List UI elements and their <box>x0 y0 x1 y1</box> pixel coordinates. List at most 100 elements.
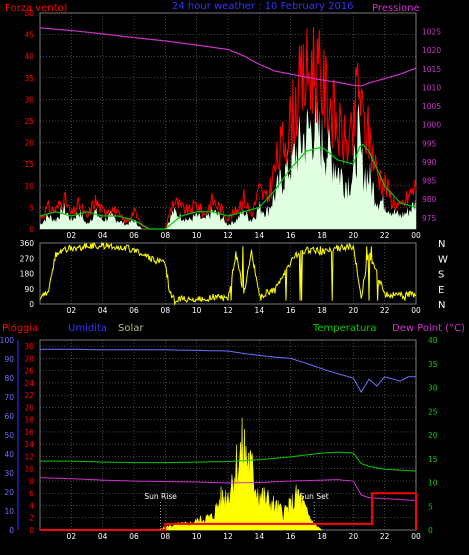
x-tick-label: 22 <box>380 231 390 240</box>
compass-label: E <box>438 285 444 296</box>
x-tick-label: 04 <box>98 306 108 315</box>
pressure-tick-label: 1005 <box>422 102 441 111</box>
compass-label: S <box>438 270 444 281</box>
wind-gust-line <box>39 26 417 230</box>
temperature-tick-label: 5 <box>428 502 433 511</box>
x-tick-label: 02 <box>67 231 77 240</box>
wind-tick-label: 15 <box>24 160 34 169</box>
direction-tick-label: 360 <box>20 239 35 248</box>
temperature-tick-label: 25 <box>428 407 438 416</box>
wind-tick-label: 0 <box>29 225 34 234</box>
pressure-tick-label: 1010 <box>422 83 441 92</box>
humidity-tick-label: 20 <box>24 403 34 412</box>
x-tick-label: 04 <box>98 231 108 240</box>
direction-tick-label: 180 <box>20 270 35 279</box>
rain-tick-label: 30 <box>4 469 14 478</box>
temperature-tick-label: 40 <box>428 336 438 345</box>
x-tick-label: 14 <box>255 306 265 315</box>
pressure-tick-label: 1025 <box>422 28 441 37</box>
x-tick-label: 06 <box>129 306 139 315</box>
x-tick-label: 00 <box>411 231 421 240</box>
dewpoint-line <box>40 477 417 502</box>
x-tick-label: 10 <box>192 231 202 240</box>
direction-tick-label: 0 <box>29 300 34 309</box>
x-tick-label: 06 <box>129 532 139 541</box>
x-tick-label: 20 <box>349 306 359 315</box>
x-tick-label: 20 <box>349 231 359 240</box>
temperature-tick-label: 0 <box>428 526 433 535</box>
wind-speed-area <box>40 94 416 229</box>
sunset-label: Sun Set <box>300 492 329 501</box>
rain-tick-label: 60 <box>4 412 14 421</box>
x-tick-label: 08 <box>161 231 171 240</box>
x-tick-label: 18 <box>317 306 327 315</box>
pressure-tick-label: 1020 <box>422 46 441 55</box>
temperature-tick-label: 10 <box>428 479 438 488</box>
wind-axis-label: Forza vento) <box>5 3 68 14</box>
x-tick-label: 12 <box>223 306 233 315</box>
temperature-line <box>40 451 417 472</box>
series-layer <box>39 26 417 531</box>
x-tick-label: 00 <box>411 532 421 541</box>
rain-tick-label: 10 <box>4 507 14 516</box>
wind-tick-label: 25 <box>24 117 34 126</box>
pressure-tick-label: 985 <box>422 177 437 186</box>
x-tick-label: 10 <box>192 532 202 541</box>
temperature-legend-label: Temperatura <box>312 323 377 334</box>
temperature-tick-label: 30 <box>428 384 438 393</box>
x-tick-label: 22 <box>380 306 390 315</box>
humidity-tick-label: 18 <box>24 416 34 425</box>
dewpoint-axis-label: Dew Point (°C) <box>392 323 465 334</box>
humidity-tick-label: 0 <box>29 526 34 535</box>
sunrise-label: Sun Rise <box>144 492 177 501</box>
humidity-tick-label: 24 <box>24 379 34 388</box>
direction-tick-label: 270 <box>20 254 35 263</box>
direction-tick-label: 90 <box>24 285 34 294</box>
humidity-tick-label: 30 <box>24 342 34 351</box>
x-tick-label: 14 <box>255 532 265 541</box>
rain-tick-label: 80 <box>4 374 14 383</box>
wind-tick-label: 10 <box>24 182 34 191</box>
grid-lines <box>17 13 417 531</box>
humidity-tick-label: 12 <box>24 452 34 461</box>
humidity-tick-label: 28 <box>24 354 34 363</box>
wind-tick-label: 45 <box>24 31 34 40</box>
humidity-tick-label: 8 <box>29 477 34 486</box>
rain-tick-label: 20 <box>4 488 14 497</box>
solar-area <box>157 417 323 531</box>
compass-label: W <box>438 254 448 265</box>
compass-label: N <box>438 300 445 311</box>
rain-tick-label: 90 <box>4 355 14 364</box>
pressure-tick-label: 1015 <box>422 65 441 74</box>
temperature-tick-label: 35 <box>428 360 438 369</box>
humidity-tick-label: 2 <box>29 514 34 523</box>
rain-tick-label: 40 <box>4 450 14 459</box>
x-tick-label: 06 <box>129 231 139 240</box>
x-tick-label: 18 <box>317 532 327 541</box>
chart-title: 24 hour weather : 10 February 2016 <box>172 1 354 12</box>
humidity-tick-label: 26 <box>24 367 34 376</box>
x-tick-label: 02 <box>67 306 77 315</box>
x-tick-label: 10 <box>192 306 202 315</box>
rain-tick-label: 70 <box>4 393 14 402</box>
humidity-tick-label: 14 <box>24 440 34 449</box>
x-tick-label: 04 <box>98 532 108 541</box>
rain-tick-label: 50 <box>4 431 14 440</box>
pressure-tick-label: 990 <box>422 158 437 167</box>
x-tick-label: 08 <box>161 532 171 541</box>
x-tick-label: 12 <box>223 231 233 240</box>
rain-line <box>40 492 416 531</box>
pressure-tick-label: 1000 <box>422 121 441 130</box>
rain-tick-label: 100 <box>0 336 14 345</box>
humidity-tick-label: 6 <box>29 489 34 498</box>
humidity-tick-label: 4 <box>29 501 34 510</box>
wind-tick-label: 5 <box>29 203 34 212</box>
humidity-line <box>40 348 416 394</box>
compass-label: N <box>438 239 445 250</box>
wind-tick-label: 50 <box>24 9 34 18</box>
wind-tick-label: 40 <box>24 52 34 61</box>
pressure-tick-label: 980 <box>422 195 437 204</box>
x-tick-label: 16 <box>286 532 296 541</box>
